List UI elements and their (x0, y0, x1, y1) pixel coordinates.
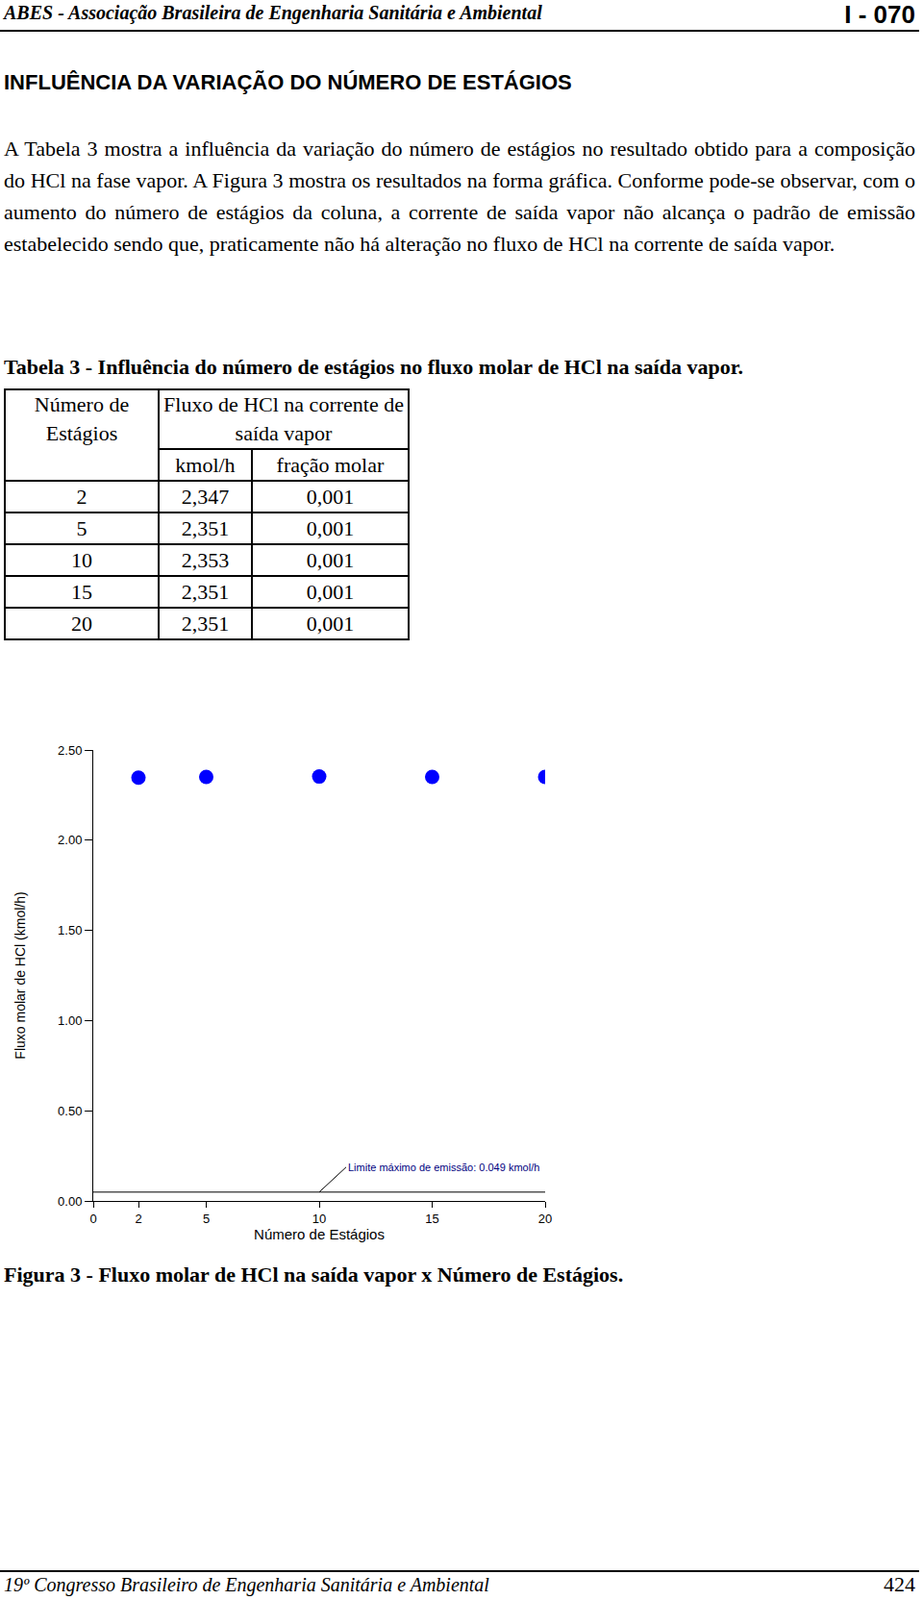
html-text:5: 5 (76, 516, 88, 541)
html-text:0,001: 0,001 (306, 579, 355, 604)
svg-text:0: 0 (89, 1211, 97, 1226)
svg-text:15: 15 (424, 1211, 439, 1226)
html-text:kmol/h: kmol/h (175, 452, 236, 477)
svg-text:20: 20 (538, 1211, 552, 1226)
html-text:2,347: 2,347 (181, 484, 230, 509)
html-text:ABES - Associação Brasileira d: ABES - Associação Brasileira de Engenhar… (3, 1, 542, 24)
svg-text:2: 2 (134, 1211, 142, 1226)
html-text:I - 070: I - 070 (844, 0, 916, 29)
html-text:0,001: 0,001 (306, 484, 355, 509)
html-text:2,353: 2,353 (181, 548, 230, 573)
html-text:Número de Estágios: Número de Estágios (34, 392, 130, 446)
svg-text:0.50: 0.50 (57, 1103, 82, 1119)
html-text:0,001: 0,001 (306, 611, 355, 636)
html-text:A Tabela 3 mostra a influência: A Tabela 3 mostra a influência da variaç… (3, 136, 916, 256)
html-text:INFLUÊNCIA DA VARIAÇÃO DO NÚME: INFLUÊNCIA DA VARIAÇÃO DO NÚMERO DE ESTÁ… (3, 70, 572, 95)
svg-text:10: 10 (312, 1211, 326, 1226)
html-text:Figura 3 - Fluxo molar de HCl: Figura 3 - Fluxo molar de HCl na saída v… (3, 1262, 624, 1287)
html-text:0,001: 0,001 (306, 516, 355, 541)
html-text:2,351: 2,351 (181, 516, 230, 541)
html-text:2,351: 2,351 (181, 611, 230, 636)
html-text:2,351: 2,351 (181, 579, 230, 604)
svg-text:Fluxo molar de HCl (kmol/h): Fluxo molar de HCl (kmol/h) (12, 891, 28, 1059)
svg-text:2.50: 2.50 (57, 743, 82, 758)
html-text:fração molar: fração molar (276, 452, 384, 477)
html-text:15: 15 (71, 579, 93, 604)
html-text:19º Congresso Brasileiro de En: 19º Congresso Brasileiro de Engenharia S… (3, 1573, 490, 1596)
html-text:2: 2 (76, 484, 88, 509)
svg-text:Limite máximo de emissão: 0.04: Limite máximo de emissão: 0.049 kmol/h (348, 1161, 540, 1173)
html-text:20: 20 (71, 611, 93, 636)
svg-text:0.00: 0.00 (57, 1194, 82, 1209)
svg-text:5: 5 (202, 1211, 210, 1226)
html-text:10: 10 (71, 548, 93, 573)
svg-text:2.00: 2.00 (57, 832, 82, 848)
html-text:Tabela 3 - Influência do númer: Tabela 3 - Influência do número de estág… (3, 354, 744, 379)
svg-text:1.00: 1.00 (57, 1013, 82, 1028)
svg-text:1.50: 1.50 (57, 923, 82, 938)
html-text:0,001: 0,001 (306, 548, 355, 573)
html-text:424: 424 (883, 1571, 916, 1597)
svg-text:Número de Estágios: Número de Estágios (253, 1225, 385, 1243)
html-text:Fluxo de HCl na corrente de sa: Fluxo de HCl na corrente de saída vapor (163, 392, 404, 446)
